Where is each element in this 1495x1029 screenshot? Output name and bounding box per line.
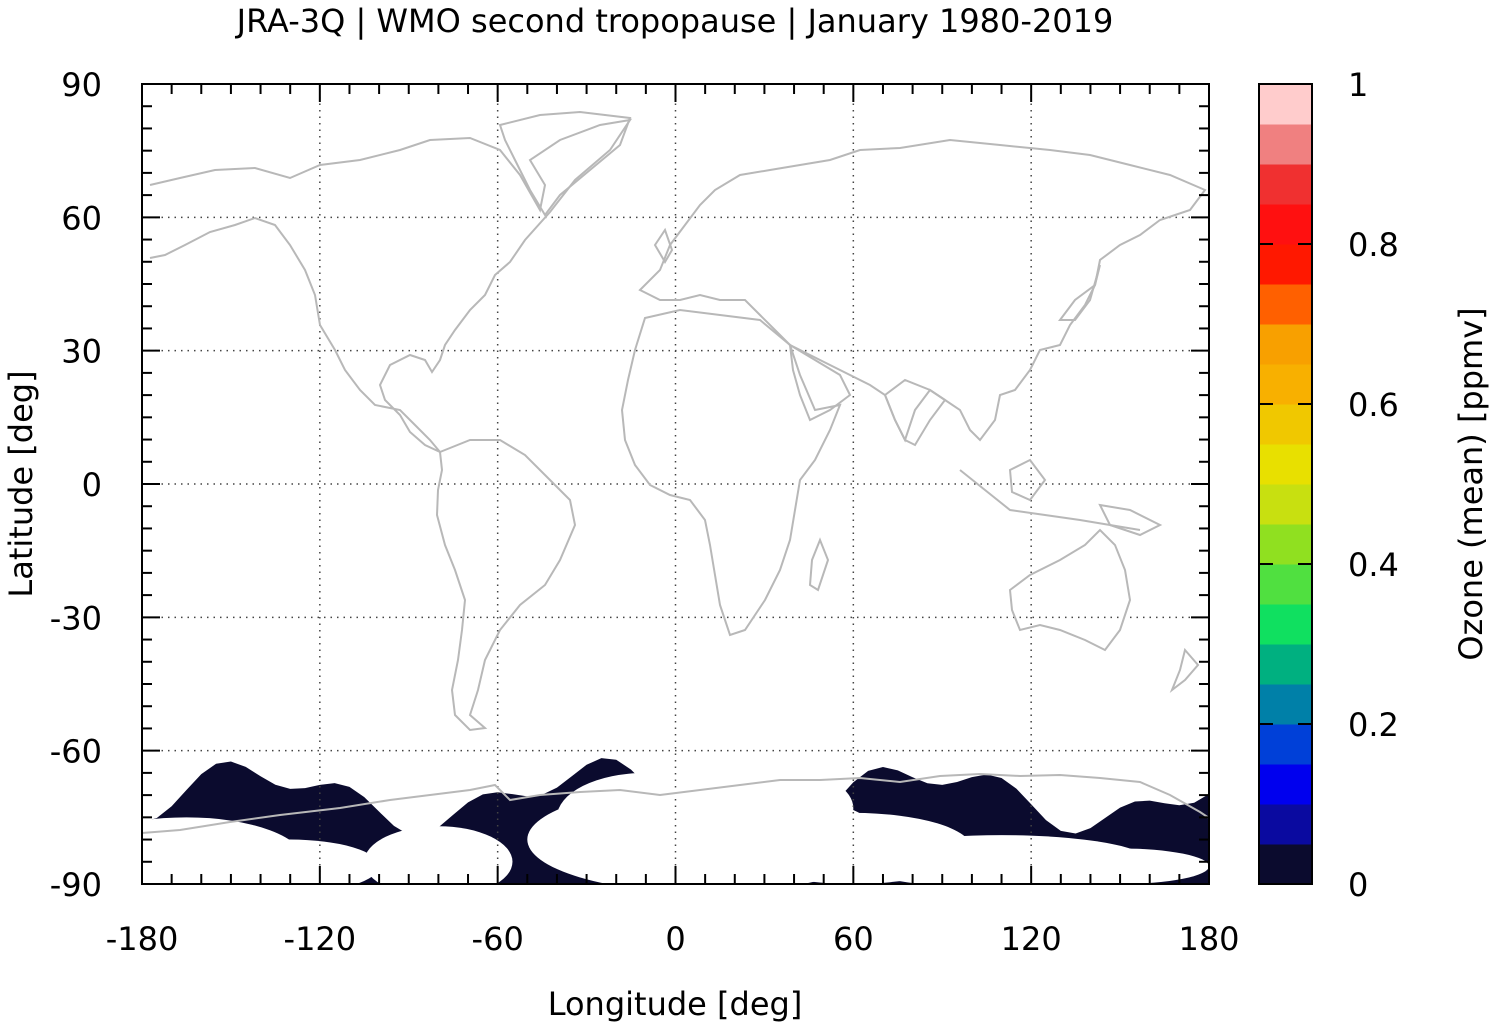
y-tick-label: 30: [61, 333, 102, 371]
x-tick-label: 180: [1178, 920, 1239, 958]
colorbar-tick-label: 0.6: [1348, 386, 1399, 424]
coast-arabia: [788, 343, 852, 422]
colorbar-segment: [1259, 124, 1312, 165]
colorbar-frame: [1258, 83, 1313, 885]
coast-new-zealand: [1169, 647, 1200, 694]
coast-madagascar: [808, 537, 830, 592]
colorbar-segment: [1259, 804, 1312, 845]
colorbar-segment: [1259, 764, 1312, 805]
data-field: [142, 758, 1209, 884]
coast-japan: [1058, 264, 1101, 321]
colorbar-tick-label: 0.2: [1348, 706, 1399, 744]
colorbar-tick-label: 1: [1348, 66, 1368, 104]
chart-title: JRA-3Q | WMO second tropopause | January…: [235, 2, 1114, 40]
coast-eurasia: [638, 138, 1207, 443]
missing-data-patch: [556, 772, 735, 862]
colorbar-tick-label: 0.4: [1348, 546, 1399, 584]
colorbar-segment: [1259, 244, 1312, 285]
y-tick-labels: 90 60 30 0 -30 -60 -90: [50, 66, 102, 904]
x-tick-labels: -180 -120 -60 0 60 120 180: [106, 920, 1240, 958]
axis-ticks: [141, 83, 1210, 885]
colorbar-segment: [1259, 364, 1312, 405]
x-tick-label: 60: [833, 920, 874, 958]
y-tick-label: 0: [82, 466, 102, 504]
gridlines: [142, 84, 1209, 884]
y-axis-title: Latitude [deg]: [2, 370, 40, 597]
colorbar-segment: [1259, 644, 1312, 685]
colorbar-segment: [1259, 324, 1312, 365]
y-tick-label: -90: [50, 866, 102, 904]
colorbar-segment: [1259, 164, 1312, 205]
x-tick-label: -120: [284, 920, 357, 958]
coast-greenland: [498, 110, 632, 217]
colorbar-segment: [1259, 524, 1312, 565]
colorbar-segment: [1259, 204, 1312, 245]
colorbar-segment: [1259, 684, 1312, 725]
colorbar-title: Ozone (mean) [ppmv]: [1452, 307, 1490, 660]
y-tick-label: -30: [50, 599, 102, 637]
coast-british-isles: [653, 227, 674, 264]
coast-antarctica: [142, 772, 1209, 834]
colorbar-segment: [1259, 484, 1312, 525]
coast-india: [883, 378, 947, 447]
missing-data-patch: [201, 839, 380, 884]
colorbar-segment: [1259, 564, 1312, 605]
coast-new-guinea: [1098, 503, 1163, 537]
coast-north-america: [149, 118, 633, 453]
colorbar-segment: [1259, 844, 1312, 885]
colorbar-tick-labels: 0 0.2 0.4 0.6 0.8 1: [1348, 66, 1399, 904]
missing-data-patch: [734, 772, 854, 844]
y-tick-label: 90: [61, 66, 102, 104]
x-tick-label: 120: [1001, 920, 1062, 958]
coastlines: [142, 110, 1209, 834]
coast-south-america: [435, 439, 577, 732]
coast-africa: [620, 308, 842, 637]
x-tick-label: 0: [665, 920, 685, 958]
y-tick-label: 60: [61, 199, 102, 237]
missing-data-patch: [1031, 848, 1209, 884]
colorbar-segment: [1259, 284, 1312, 325]
x-axis-title: Longitude [deg]: [548, 985, 803, 1023]
coast-borneo: [1008, 458, 1047, 502]
colorbar-tick-label: 0.8: [1348, 226, 1399, 264]
colorbar-segment: [1259, 724, 1312, 765]
colorbar: [1258, 83, 1313, 885]
colorbar-tick-label: 0: [1348, 866, 1368, 904]
colorbar-segment: [1259, 404, 1312, 445]
colorbar-segment: [1259, 444, 1312, 485]
colorbar-segment: [1259, 604, 1312, 645]
colorbar-segment: [1259, 84, 1312, 125]
missing-data-patch: [364, 826, 513, 884]
y-tick-label: -60: [50, 733, 102, 771]
x-tick-label: -60: [472, 920, 524, 958]
x-tick-label: -180: [106, 920, 179, 958]
coast-australia: [1008, 528, 1132, 652]
